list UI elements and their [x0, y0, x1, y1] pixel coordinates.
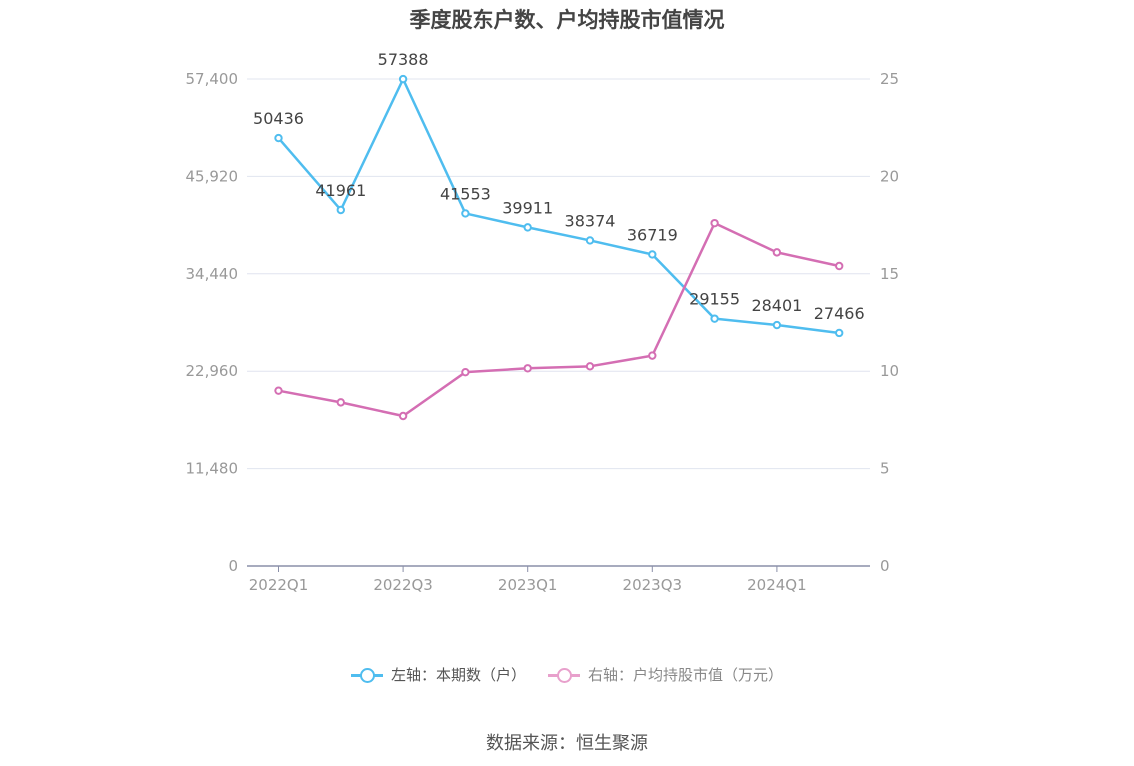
x-axis-tick-label: 2022Q3: [373, 576, 433, 594]
legend-item-right-series[interactable]: 右轴：户均持股市值（万元）: [548, 664, 783, 685]
right-series-point: [710, 218, 719, 228]
legend: 左轴：本期数（户） 右轴：户均持股市值（万元）: [0, 664, 1134, 685]
data-label: 38374: [565, 211, 616, 230]
right-axis-tick-label: 0: [880, 557, 890, 575]
right-series-point: [461, 367, 470, 377]
right-series-point: [835, 261, 844, 271]
data-label: 57388: [378, 50, 429, 69]
right-series-point: [648, 351, 657, 360]
data-label: 27466: [814, 304, 865, 323]
data-label: 41553: [440, 184, 491, 203]
left-axis-tick-label: 22,960: [186, 362, 239, 380]
x-axis-tick-label: 2024Q1: [747, 576, 807, 594]
data-label: 50436: [253, 109, 304, 128]
data-label: 39911: [502, 198, 553, 217]
data-label: 29155: [689, 290, 740, 309]
right-axis-tick-label: 10: [880, 362, 899, 380]
left-axis-tick-label: 11,480: [186, 460, 239, 478]
right-axis-tick-label: 25: [880, 70, 899, 88]
left-series-point: [772, 320, 782, 330]
right-axis-tick-label: 5: [880, 460, 890, 478]
left-series-point: [835, 328, 844, 338]
right-axis-tick-label: 15: [880, 265, 899, 283]
data-source: 数据来源：恒生聚源: [486, 733, 648, 754]
left-series-point: [398, 74, 408, 84]
legend-label-right: 右轴：户均持股市值（万元）: [588, 666, 784, 684]
left-series-point: [710, 314, 719, 323]
left-axis-tick-label: 57,400: [186, 70, 239, 88]
left-series-point: [274, 133, 283, 143]
legend-label-left: 左轴：本期数（户）: [390, 666, 526, 684]
left-series-point: [648, 250, 657, 259]
right-axis-tick-label: 20: [880, 167, 899, 185]
left-series-point: [523, 223, 532, 232]
left-series-line: [277, 77, 840, 335]
right-series-point: [274, 386, 283, 395]
x-axis-tick-label: 2023Q1: [498, 576, 558, 594]
right-series-line: [278, 221, 840, 418]
data-label: 28401: [751, 296, 802, 315]
left-series-point: [336, 205, 345, 215]
legend-marker-right-icon: [548, 667, 580, 683]
left-axis-tick-label: 34,440: [186, 265, 239, 283]
x-axis-tick-label: 2022Q1: [249, 576, 309, 594]
left-series-point: [585, 236, 595, 245]
right-series-point: [772, 248, 782, 257]
chart-title: 季度股东户数、户均持股市值情况: [409, 8, 725, 32]
left-axis-tick-label: 45,920: [186, 167, 239, 185]
left-axis-tick-label: 0: [228, 557, 238, 575]
right-series-point: [336, 398, 345, 407]
data-label: 41961: [315, 181, 366, 200]
right-series-point: [523, 364, 532, 373]
right-series-point: [398, 411, 408, 421]
data-label: 36719: [627, 225, 678, 244]
legend-marker-left-icon: [350, 667, 383, 683]
x-axis-tick-label: 2023Q3: [623, 576, 683, 594]
right-series-point: [585, 362, 595, 371]
left-series-point: [461, 209, 470, 218]
legend-item-left-series[interactable]: 左轴：本期数（户）: [350, 664, 526, 685]
